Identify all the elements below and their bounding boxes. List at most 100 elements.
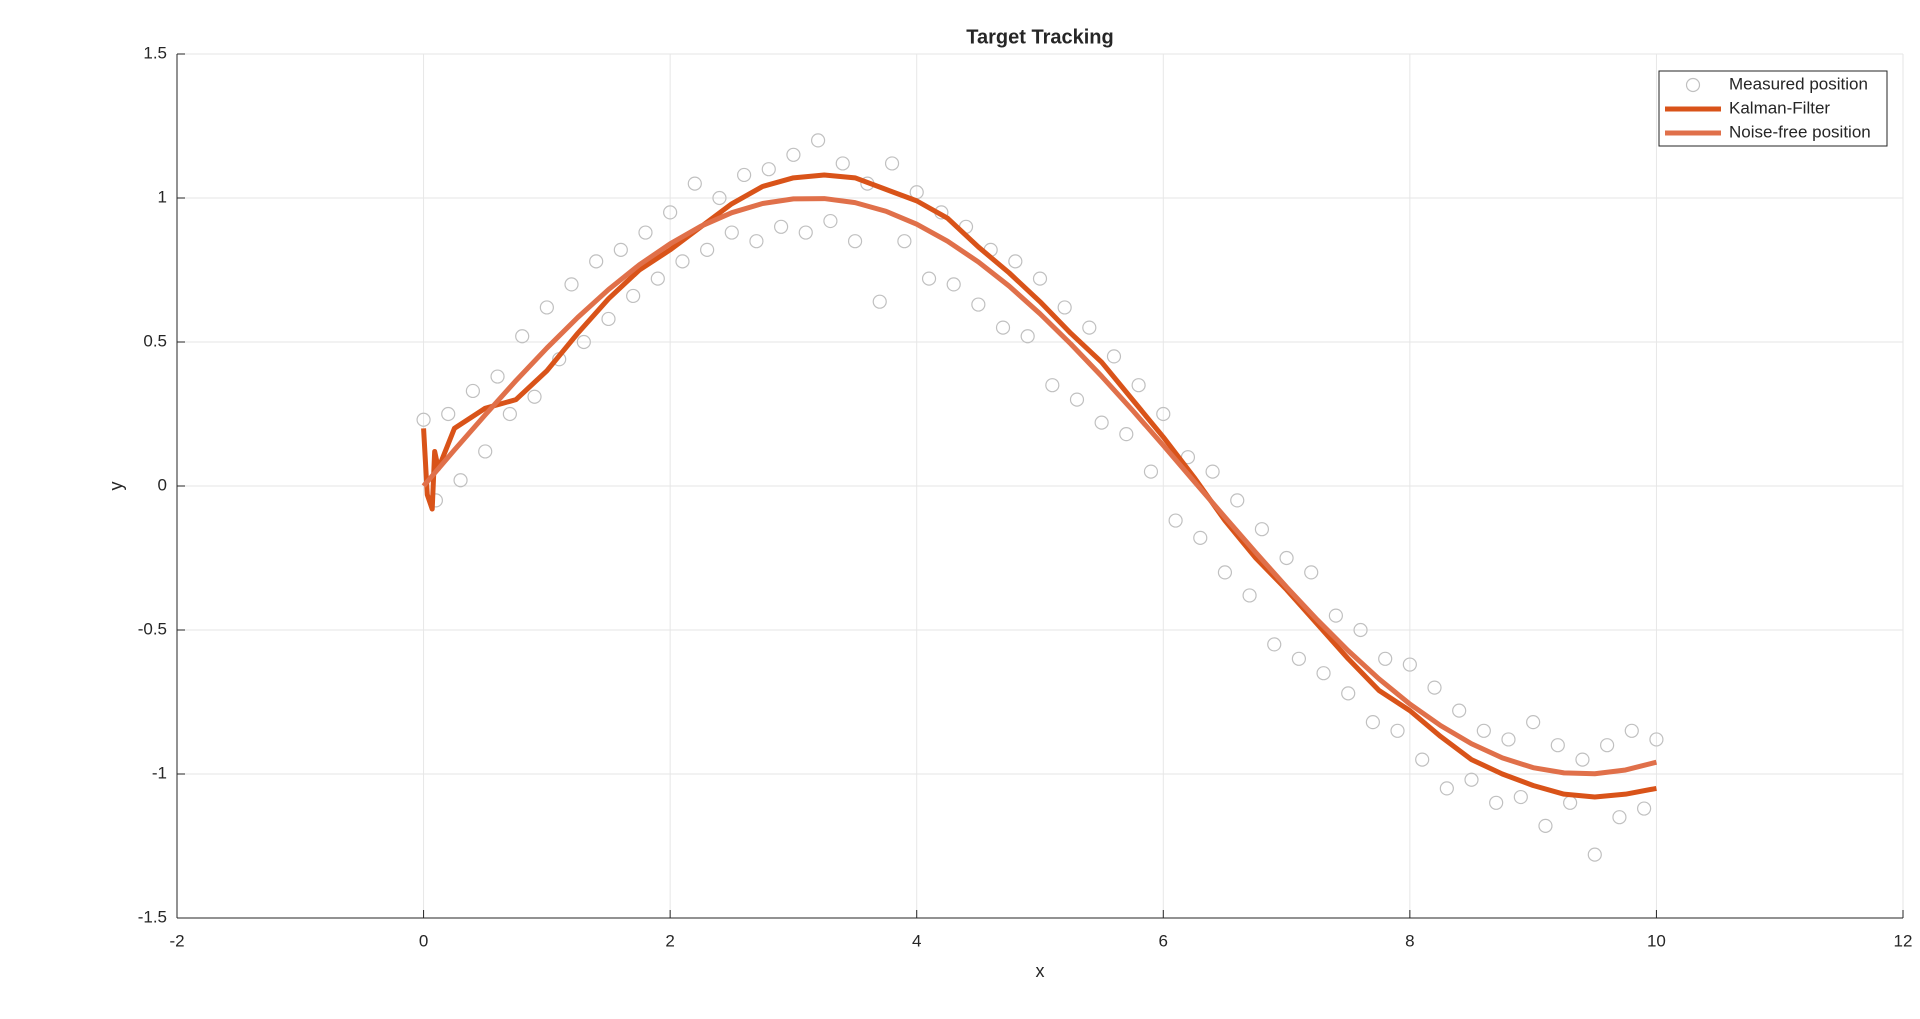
marker <box>1341 686 1356 701</box>
legend-marker <box>1685 77 1701 93</box>
marker <box>465 383 480 399</box>
marker <box>1439 781 1454 796</box>
marker <box>1082 320 1097 335</box>
y-tick-label: -1 <box>152 763 167 782</box>
marker <box>1563 795 1578 810</box>
marker <box>835 156 850 171</box>
legend: Measured position Kalman-Filter Noise-free… <box>1658 70 1888 147</box>
series-line <box>421 196 1658 777</box>
x-tick-label: 8 <box>1405 931 1414 950</box>
marker <box>921 271 937 286</box>
x-axis-label: x <box>1036 961 1045 981</box>
marker <box>1415 752 1430 767</box>
marker <box>1020 329 1035 344</box>
marker <box>1304 565 1319 580</box>
marker <box>1032 271 1048 286</box>
series-line <box>421 172 1657 800</box>
marker <box>724 225 739 240</box>
marker <box>995 320 1011 335</box>
marker <box>971 297 986 312</box>
marker <box>613 242 628 257</box>
marker <box>1538 818 1553 833</box>
marker <box>1106 349 1122 364</box>
marker <box>884 156 900 171</box>
marker <box>810 133 826 148</box>
marker <box>1094 415 1109 430</box>
y-axis-label: y <box>106 482 126 491</box>
y-tick-label: 1.5 <box>143 43 167 62</box>
marker <box>1242 588 1257 603</box>
marker <box>687 176 702 191</box>
legend-label: Kalman-Filter <box>1729 98 1830 117</box>
x-tick-label: 4 <box>912 931 921 950</box>
y-tick-label: -0.5 <box>138 619 167 638</box>
legend-label: Measured position <box>1729 74 1868 93</box>
marker <box>1636 801 1652 816</box>
marker <box>712 190 727 206</box>
marker <box>539 300 554 315</box>
marker <box>737 167 752 183</box>
marker <box>1119 427 1134 442</box>
marker <box>601 311 616 327</box>
marker <box>1316 666 1331 681</box>
marker <box>1069 392 1085 407</box>
marker <box>638 225 653 240</box>
marker <box>1550 738 1565 753</box>
x-tick-label: 10 <box>1647 931 1666 950</box>
marker <box>1649 732 1664 747</box>
marker <box>564 277 579 292</box>
marker <box>1452 703 1467 718</box>
marker <box>663 205 678 220</box>
marker <box>897 234 912 249</box>
marker <box>527 389 542 404</box>
marker <box>1291 651 1307 666</box>
x-tick-label: 2 <box>665 931 674 950</box>
marker <box>1143 464 1159 479</box>
marker <box>749 234 764 249</box>
marker <box>1600 738 1615 753</box>
marker <box>626 288 641 304</box>
marker <box>1131 378 1146 393</box>
marker <box>650 271 665 286</box>
marker <box>1193 530 1208 545</box>
marker <box>1464 772 1479 787</box>
marker <box>453 473 468 488</box>
x-tick-label: 0 <box>419 931 428 950</box>
marker <box>700 242 715 257</box>
marker <box>1045 378 1060 393</box>
marker <box>1427 680 1442 695</box>
marker <box>1476 723 1491 738</box>
y-tick-label: 1 <box>158 187 167 206</box>
x-tick-label: 12 <box>1894 931 1913 950</box>
marker <box>1402 657 1417 672</box>
marker <box>490 369 505 384</box>
y-tick-label: -1.5 <box>138 907 167 926</box>
marker <box>1057 300 1072 315</box>
x-tick-label: 6 <box>1159 931 1168 950</box>
marker <box>946 277 961 292</box>
marker <box>1168 513 1183 528</box>
chart-title: Target Tracking <box>966 26 1113 48</box>
marker <box>1501 732 1516 747</box>
marker <box>847 234 863 249</box>
marker <box>675 254 690 269</box>
marker <box>1575 752 1590 767</box>
marker <box>1217 565 1233 580</box>
marker <box>478 444 493 459</box>
marker <box>1587 847 1602 862</box>
marker <box>872 294 887 309</box>
marker <box>515 329 530 344</box>
marker <box>1328 608 1343 623</box>
marker <box>1526 715 1541 730</box>
marker <box>589 254 604 269</box>
y-tick-label: 0 <box>158 475 167 494</box>
marker <box>1205 464 1220 479</box>
marker <box>1390 723 1405 738</box>
y-tick-label: 0.5 <box>143 331 167 350</box>
marker <box>798 225 813 240</box>
marker <box>416 412 431 427</box>
x-tick-label: -2 <box>169 931 184 950</box>
marker <box>1254 522 1270 537</box>
marker <box>1279 550 1294 566</box>
